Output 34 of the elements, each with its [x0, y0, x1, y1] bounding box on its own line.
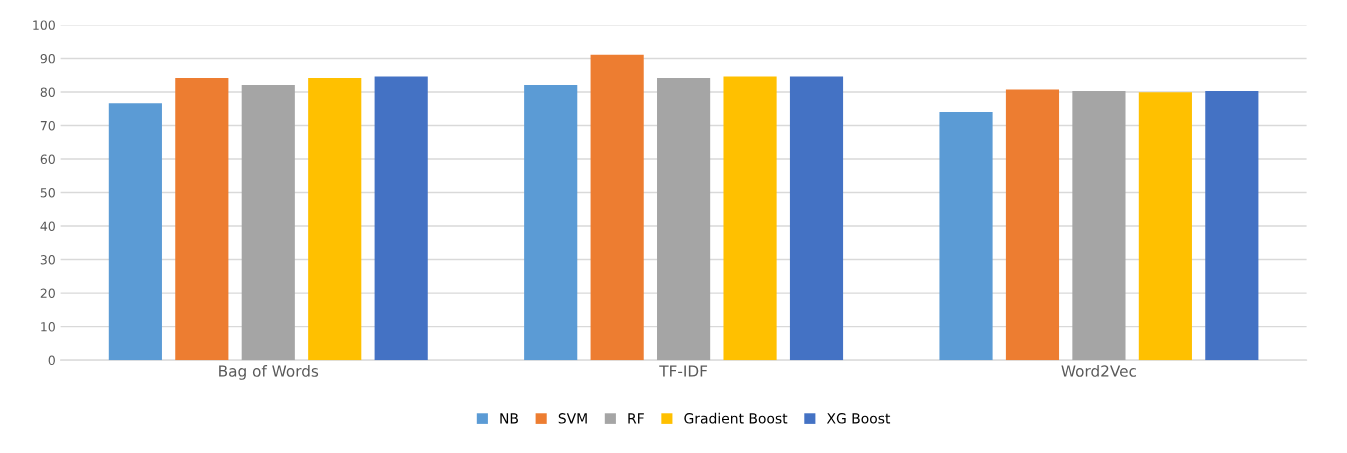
legend-label: RF: [628, 413, 644, 424]
bar: [1072, 90, 1126, 361]
y-tick-label: 70: [40, 120, 55, 131]
bar: [241, 84, 295, 361]
y-tick-label: 80: [40, 87, 55, 97]
y-tick-label: 30: [40, 255, 55, 265]
legend-label: NB: [500, 413, 518, 424]
legend-label: XG Boost: [826, 413, 891, 424]
bar: [1205, 90, 1259, 361]
y-tick-label: 40: [40, 221, 55, 231]
x-tick-label: Word2Vec: [1061, 365, 1137, 377]
bar: [374, 76, 428, 361]
legend-label: Gradient Boost: [684, 412, 788, 424]
y-tick-label: 60: [40, 154, 55, 164]
bar: [108, 103, 162, 361]
bar: [590, 54, 644, 361]
x-tick-label: Bag of Words: [219, 365, 319, 380]
bar: [524, 84, 578, 361]
bar: [723, 76, 777, 361]
y-tick-label: 20: [40, 288, 55, 299]
legend-label: SVM: [558, 413, 587, 424]
bar: [175, 77, 229, 361]
y-tick-label: 90: [40, 53, 55, 64]
y-tick-label: 100: [33, 20, 55, 30]
bar: [789, 76, 844, 361]
y-tick-label: 0: [48, 355, 55, 366]
y-tick-label: 10: [41, 322, 55, 332]
bar: [308, 77, 362, 361]
bar: [939, 112, 993, 361]
x-tick-label: TF-IDF: [659, 365, 708, 377]
bar: [657, 77, 711, 361]
bar: [1005, 89, 1060, 361]
bar: [1138, 92, 1192, 361]
y-tick-label: 50: [40, 188, 55, 198]
